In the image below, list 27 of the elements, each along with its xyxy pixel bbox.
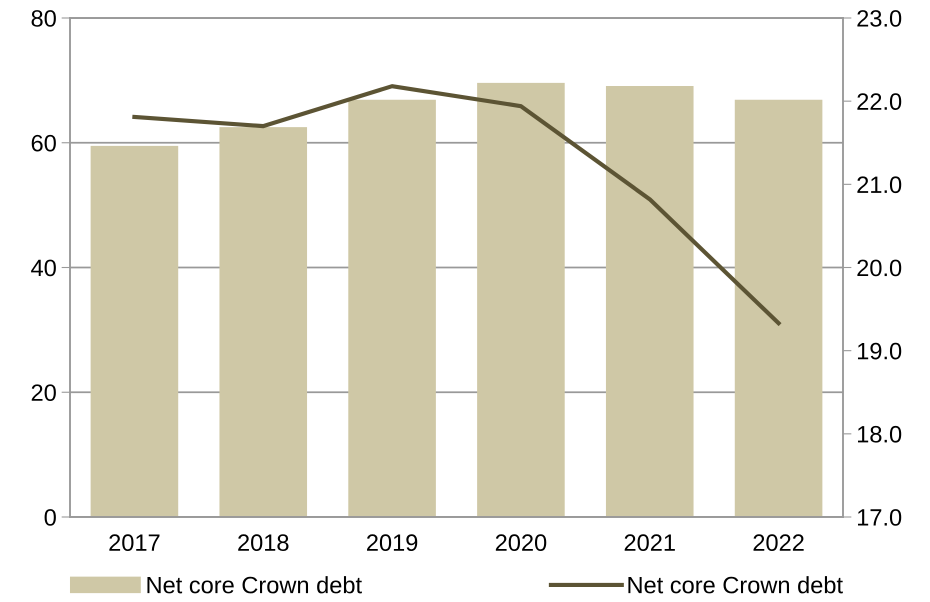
bar	[90, 146, 178, 517]
x-tick-label: 2019	[367, 534, 418, 552]
y2-tick-label: 19.0	[858, 342, 902, 360]
bar	[348, 100, 436, 517]
x-tick-label: 2017	[109, 534, 160, 552]
line-series	[132, 84, 781, 326]
y-tick-label: 20	[32, 384, 56, 402]
legend-label: Net core Crown debt	[628, 576, 843, 594]
legend-label: Net core Crown debt	[147, 576, 362, 594]
bar	[734, 100, 822, 517]
y2-tick-label: 21.0	[857, 176, 902, 194]
x-tick-label: 2020	[496, 534, 546, 552]
y2-tick-label: 20.0	[857, 260, 902, 276]
y-tick-label: 60	[32, 134, 56, 152]
y-tick-label: 80	[32, 10, 56, 27]
y2-tick-label: 17.0	[858, 509, 902, 526]
x-tick-label: 2022	[754, 534, 804, 552]
y2-tick-label: 22.0	[857, 93, 902, 110]
x-tick-label: 2018	[238, 534, 288, 552]
bar	[606, 86, 694, 517]
y2-tick-label: 18.0	[858, 426, 902, 443]
x-tick-label: 2021	[624, 534, 675, 552]
y2-tick-label: 23.0	[857, 10, 902, 27]
bar	[219, 127, 308, 517]
bar	[477, 82, 565, 517]
y-tick-label: 40	[31, 260, 56, 276]
y-tick-label: 0	[44, 509, 56, 526]
